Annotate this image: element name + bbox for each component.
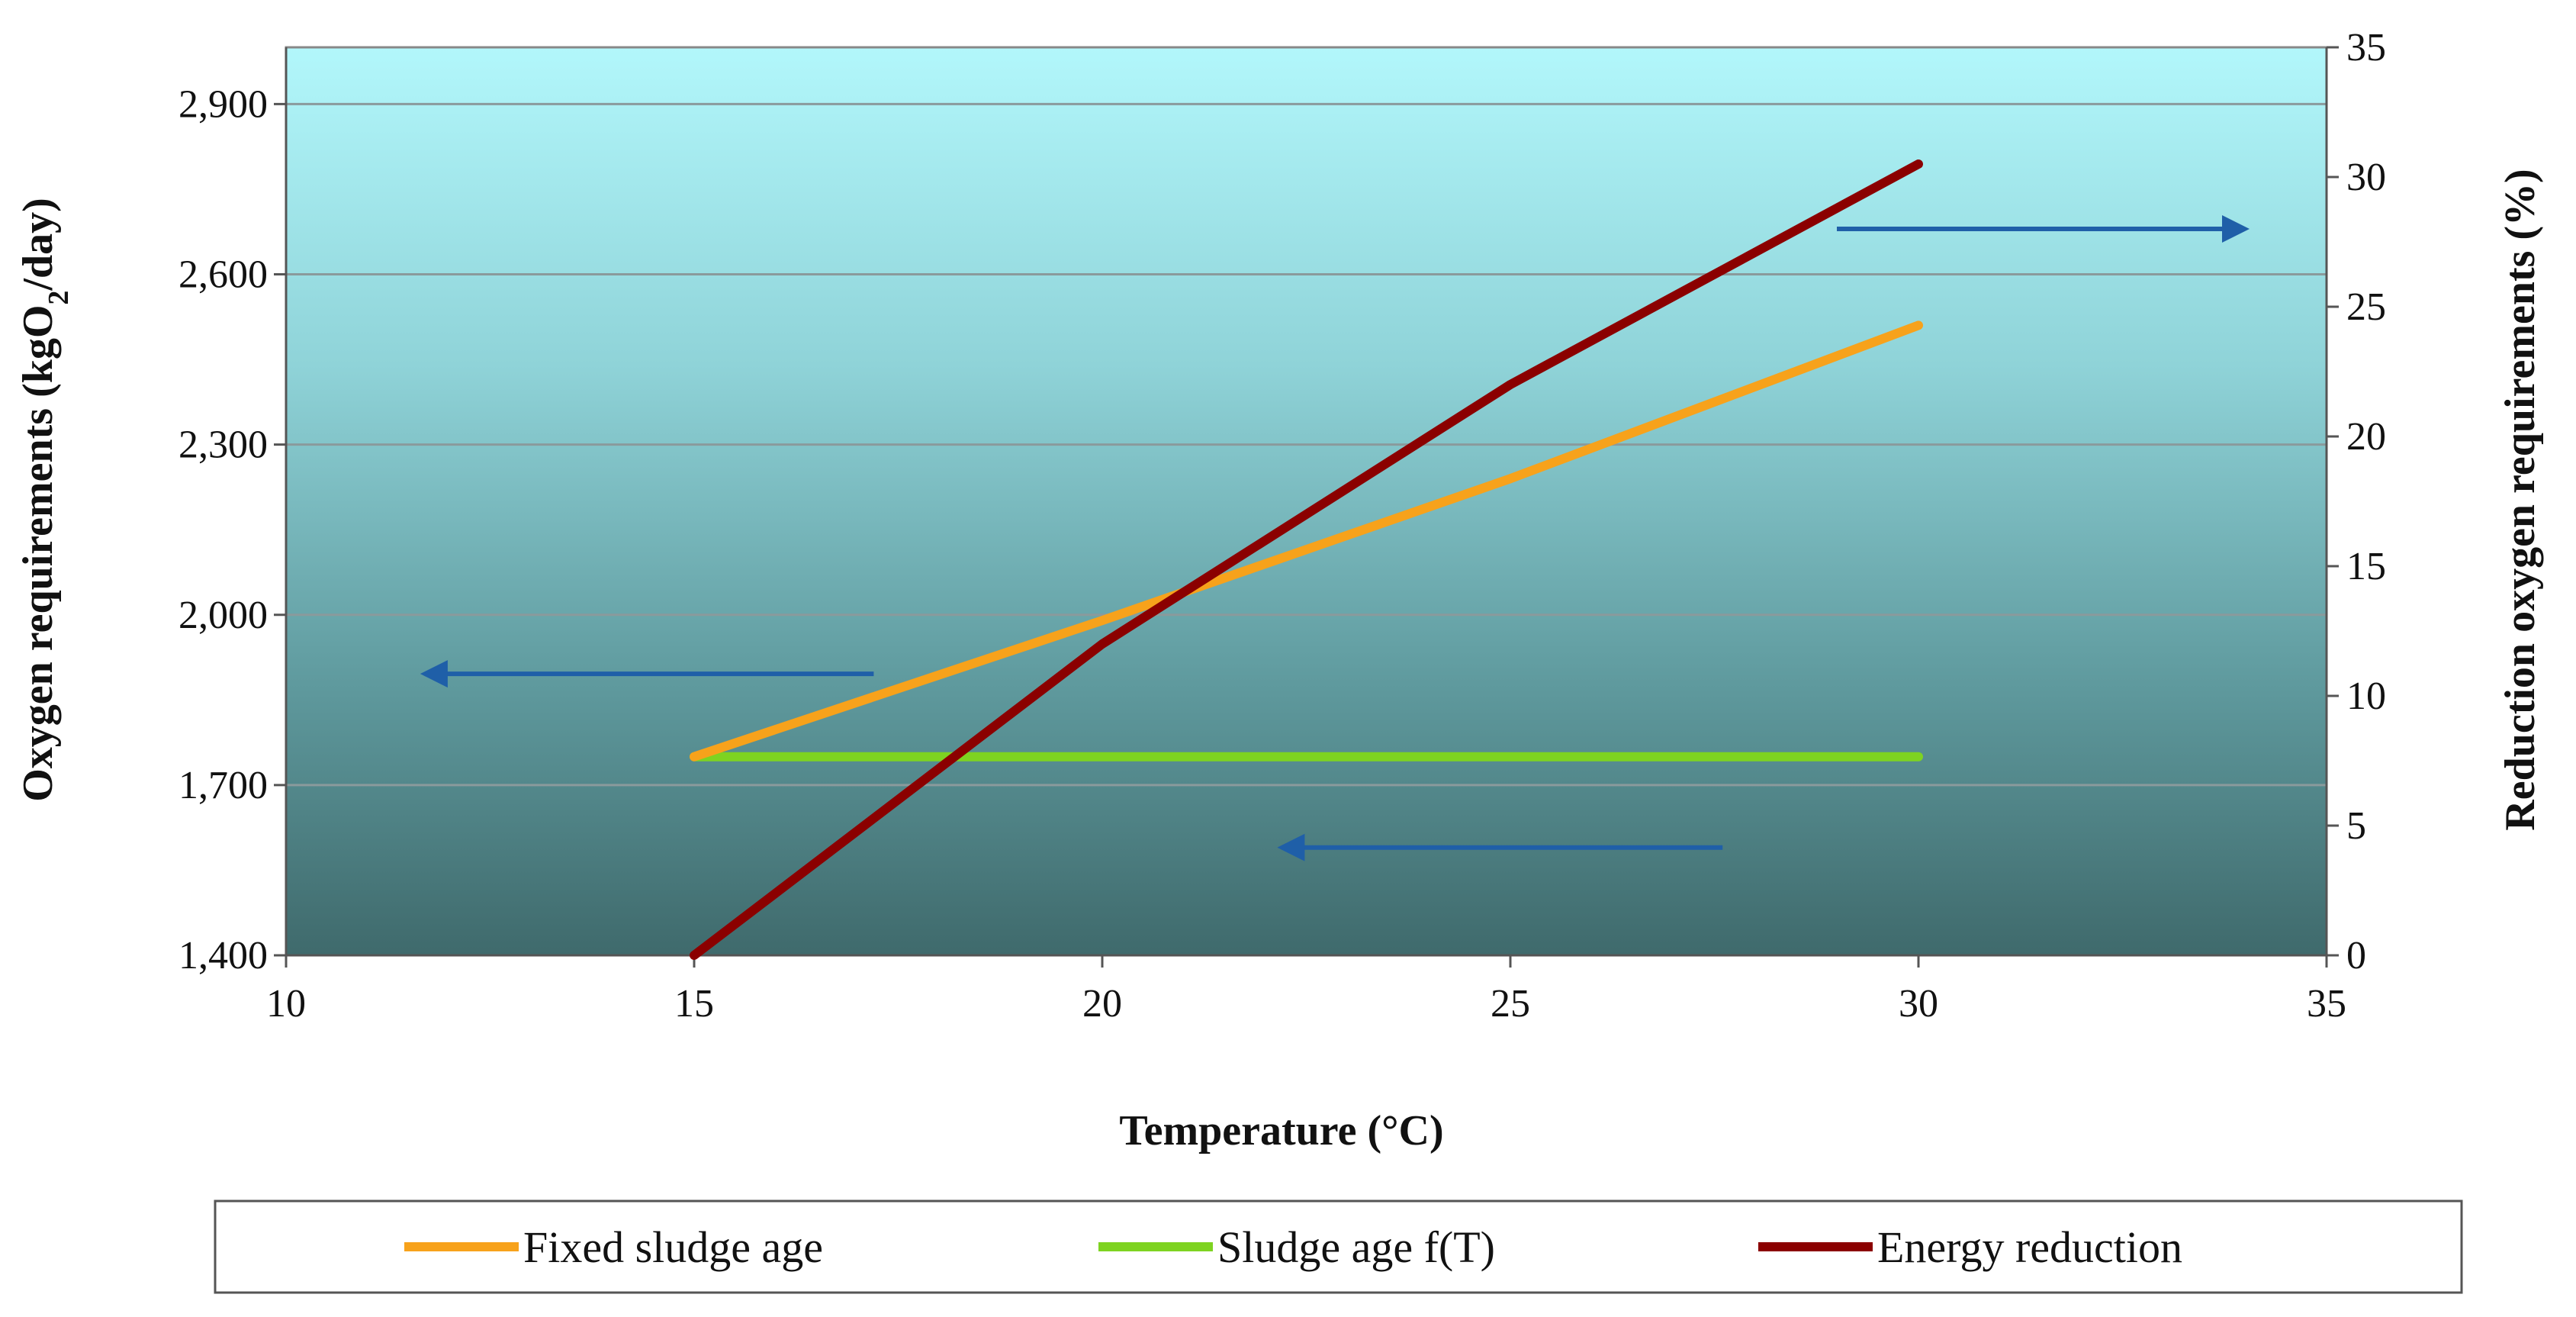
gridlines bbox=[286, 102, 2327, 787]
right-tick-label-5: 25 bbox=[2346, 285, 2386, 329]
x-tick-label-3: 25 bbox=[1491, 982, 1530, 1026]
series-line-energy-reduction bbox=[690, 159, 1923, 960]
legend: Fixed sludge age Sludge age f(T) Energy … bbox=[214, 1199, 2463, 1294]
left-axis-title: Oxygen requirements (kgO2/day) bbox=[14, 198, 75, 802]
right-axis-title: Reduction oxygen requirements (%) bbox=[2497, 169, 2544, 830]
series-layer bbox=[690, 159, 1923, 960]
x-tick-label-4: 30 bbox=[1899, 982, 1938, 1026]
x-tick-label-1: 15 bbox=[674, 982, 714, 1026]
legend-label-energy-reduction: Energy reduction bbox=[1877, 1222, 2182, 1272]
series-line-fixed-sludge-age bbox=[690, 320, 1923, 762]
left-axis-title-part2: /day) bbox=[14, 198, 62, 291]
left-axis-title-part1: Oxygen requirements (kgO bbox=[14, 305, 62, 802]
legend-box bbox=[214, 1199, 2463, 1294]
left-tick-label-4: 2,600 bbox=[178, 253, 268, 297]
right-tick-label-3: 15 bbox=[2346, 545, 2386, 588]
right-tick-label-4: 20 bbox=[2346, 415, 2386, 459]
left-tick-label-1: 1,700 bbox=[178, 764, 268, 807]
right-tick-label-2: 10 bbox=[2346, 675, 2386, 718]
right-tick-label-0: 0 bbox=[2346, 934, 2366, 977]
left-tick-label-5: 2,900 bbox=[178, 82, 268, 126]
right-tick-label-1: 5 bbox=[2346, 804, 2366, 848]
left-axis-title-subscript: 2 bbox=[43, 291, 75, 305]
x-axis-title: Temperature (°C) bbox=[1119, 1107, 1443, 1154]
axes bbox=[285, 47, 2328, 957]
x-tick-label-5: 35 bbox=[2307, 982, 2346, 1026]
legend-label-fixed-sludge-age: Fixed sludge age bbox=[523, 1222, 823, 1272]
annotation-arrows bbox=[420, 215, 2250, 861]
left-tick-label-2: 2,000 bbox=[178, 594, 268, 637]
right-axis-ticks: 0 5 10 15 20 25 30 35 bbox=[2327, 26, 2386, 977]
plot-area bbox=[285, 46, 2328, 957]
legend-label-sludge-age-fT: Sludge age f(T) bbox=[1217, 1222, 1495, 1272]
left-tick-label-3: 2,300 bbox=[178, 423, 268, 467]
x-tick-label-2: 20 bbox=[1082, 982, 1122, 1026]
right-tick-label-6: 30 bbox=[2346, 156, 2386, 199]
right-tick-label-7: 35 bbox=[2346, 26, 2386, 69]
x-axis-ticks: 10 15 20 25 30 35 bbox=[266, 955, 2346, 1026]
x-tick-label-0: 10 bbox=[266, 982, 306, 1026]
left-tick-label-0: 1,400 bbox=[178, 934, 268, 977]
left-axis-ticks: 1,400 1,700 2,000 2,300 2,600 2,900 bbox=[178, 82, 286, 977]
